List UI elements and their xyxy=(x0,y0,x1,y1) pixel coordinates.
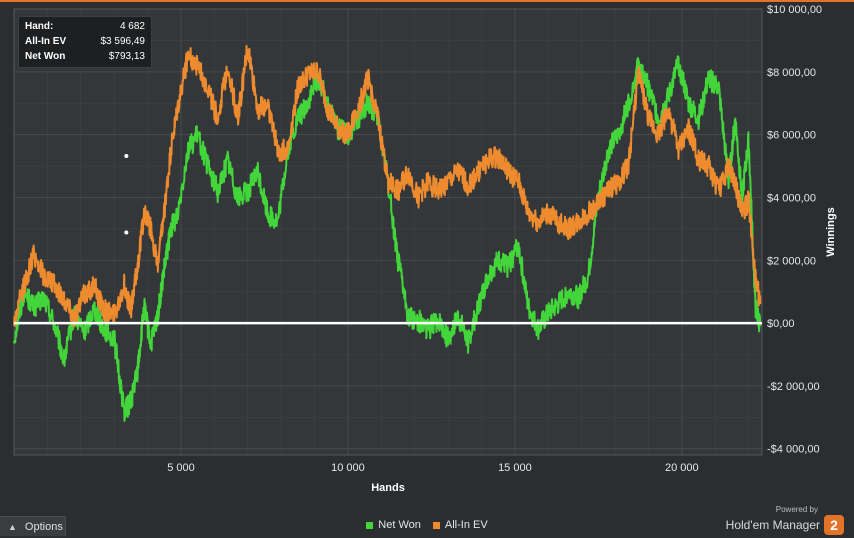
hover-marker-0 xyxy=(124,230,129,235)
y-tick-label: $10 000,00 xyxy=(767,4,822,16)
powered-by-text: Powered by xyxy=(775,505,818,514)
y-tick-label: -$2 000,00 xyxy=(767,381,820,393)
series-line-all-in-ev xyxy=(13,45,762,328)
y-tick-label: $4 000,00 xyxy=(767,192,816,204)
hand-label: Hand: xyxy=(25,21,54,32)
hand-value: 4 682 xyxy=(119,21,145,32)
x-tick-label: 10 000 xyxy=(331,462,365,474)
hover-marker-1 xyxy=(124,153,129,158)
net-won-value: $793,13 xyxy=(108,51,145,62)
legend-swatch-all-in-ev xyxy=(432,521,440,529)
options-button[interactable]: ▲ Options xyxy=(0,516,66,536)
y-tick-label: $6 000,00 xyxy=(767,130,816,142)
series-layer xyxy=(13,45,762,422)
brand-block: Powered by Hold'em Manager 2 xyxy=(726,505,844,535)
hm2-logo: 2 xyxy=(824,515,844,535)
tick-labels: 5 000 10 000 15 000 20 000 -$4 000,00 -$2 000… xyxy=(167,4,822,474)
y-tick-label: $8 000,00 xyxy=(767,67,816,79)
info-row-hand: Hand: 4 682 xyxy=(19,19,151,34)
grid-lines xyxy=(13,8,763,456)
all-in-ev-value: $3 596,49 xyxy=(100,36,146,47)
y-tick-label: $0,00 xyxy=(767,318,795,330)
legend-item-net-won[interactable]: Net Won xyxy=(366,518,421,532)
x-axis-label: Hands xyxy=(371,482,405,494)
y-axis-label: Winnings xyxy=(825,207,837,256)
net-won-label: Net Won xyxy=(25,51,66,62)
info-row-net-won: Net Won $793,13 xyxy=(19,49,151,64)
x-tick-label: 5 000 xyxy=(167,462,195,474)
x-tick-label: 15 000 xyxy=(498,462,532,474)
all-in-ev-label: All-In EV xyxy=(25,36,67,47)
y-tick-label: $2 000,00 xyxy=(767,255,816,267)
y-tick-label: -$4 000,00 xyxy=(767,444,820,456)
info-row-all-in-ev: All-In EV $3 596,49 xyxy=(19,34,151,49)
legend-item-all-in-ev[interactable]: All-In EV xyxy=(432,518,488,532)
chevron-up-icon: ▲ xyxy=(8,521,17,532)
x-tick-label: 20 000 xyxy=(665,462,699,474)
legend-swatch-net-won xyxy=(366,521,374,529)
options-label: Options xyxy=(24,520,63,533)
hand-info-box: Hand: 4 682 All-In EV $3 596,49 Net Won … xyxy=(18,16,152,68)
legend-label-net-won: Net Won xyxy=(378,519,421,531)
top-accent-line xyxy=(0,0,854,2)
legend-label-all-in-ev: All-In EV xyxy=(444,519,488,531)
chart-legend: Net Won All-In EV xyxy=(0,518,854,532)
brand-name: Hold'em Manager xyxy=(725,518,820,532)
plot-border xyxy=(13,8,763,456)
